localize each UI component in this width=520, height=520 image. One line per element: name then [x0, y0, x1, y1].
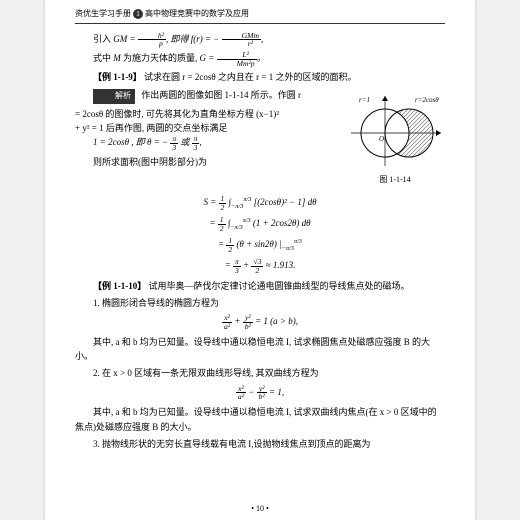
p2b: 为施力天体的质量, [121, 53, 200, 63]
p8: 1. 椭圆形闭合导线的椭圆方程为 [75, 296, 445, 310]
page: 资优生学习手册 1 高中物理竞赛中的数学及应用 引入 GM = h²p, 即得 … [45, 0, 475, 520]
p2a: 式中 [93, 53, 113, 63]
p2: 式中 M 为施力天体的质量, G = L²Mm²p。 [75, 51, 445, 67]
origin-label: O [379, 135, 384, 143]
s2: = 12 ∫−π/3π/3 (1 + 2cos2θ) dθ [75, 216, 445, 233]
p10: 2. 在 x > 0 区域有一条无限双曲线形导线, 其双曲线方程为 [75, 366, 445, 380]
solution-tag: 解析 [93, 89, 135, 104]
s3: = 12 (θ + sin2θ) |−π/3π/3 [75, 237, 445, 254]
p12: 3. 抛物线形状的无穷长直导线载有电流 I,设抛物线焦点到顶点的距离为 [75, 437, 445, 451]
label-r2: r=2cosθ [415, 96, 439, 104]
p1: 引入 GM = h²p, 即得 f(r) = − GMmr², [75, 32, 445, 48]
p1f: GM = h²p, 即得 f(r) = − GMmr², [113, 34, 263, 44]
ex110-label: 【例 1-1-10】 [93, 281, 146, 291]
y-arrow [382, 96, 388, 101]
f-ellipse: x²a² + y²b² = 1 (a > b), [75, 314, 445, 330]
s4: = π3 + √32 ≈ 1.913. [75, 258, 445, 274]
ex19-text: 试求在圆 r = 2cosθ 之内且在 r = 1 之外的区域的面积。 [144, 72, 356, 82]
page-number: • 10 • [45, 503, 475, 516]
figure-1-1-14: O r=1 r=2cosθ 图 1-1-14 [345, 88, 445, 187]
p11: 其中, a 和 b 均为已知量。设导线中通以稳恒电流 I, 试求双曲线内焦点(在… [75, 405, 445, 434]
f-hyper: x²a² − y²b² = 1, [75, 385, 445, 401]
ex110: 【例 1-1-10】 试用毕奥—萨伐尔定律讨论通电圆锥曲线型的导线焦点处的磁场。 [75, 279, 445, 293]
p1a: 引入 [93, 34, 113, 44]
page-header: 资优生学习手册 1 高中物理竞赛中的数学及应用 [75, 8, 445, 24]
x-arrow [436, 130, 441, 136]
ex110-text: 试用毕奥—萨伐尔定律讨论通电圆锥曲线型的导线焦点处的磁场。 [149, 281, 410, 291]
header-series: 资优生学习手册 [75, 9, 131, 18]
figure-caption: 图 1-1-14 [345, 174, 445, 187]
p9: 其中, a 和 b 均为已知量。设导线中通以稳恒电流 I, 试求椭圆焦点处磁感应… [75, 335, 445, 364]
p2c: G = L²Mm²p。 [200, 53, 266, 63]
circles-diagram: O r=1 r=2cosθ [345, 88, 445, 168]
label-r1: r=1 [359, 96, 370, 104]
header-title: 高中物理竞赛中的数学及应用 [145, 9, 249, 18]
s1: S = 12 ∫−π/3π/3 [(2cosθ)² − 1] dθ [75, 195, 445, 212]
p3-text: 作出两圆的图像如图 1-1-14 所示。作圆 r [141, 90, 301, 100]
header-num: 1 [133, 9, 143, 19]
ex19-label: 【例 1-1-9】 [93, 72, 142, 82]
ex19: 【例 1-1-9】 试求在圆 r = 2cosθ 之内且在 r = 1 之外的区… [75, 70, 445, 84]
